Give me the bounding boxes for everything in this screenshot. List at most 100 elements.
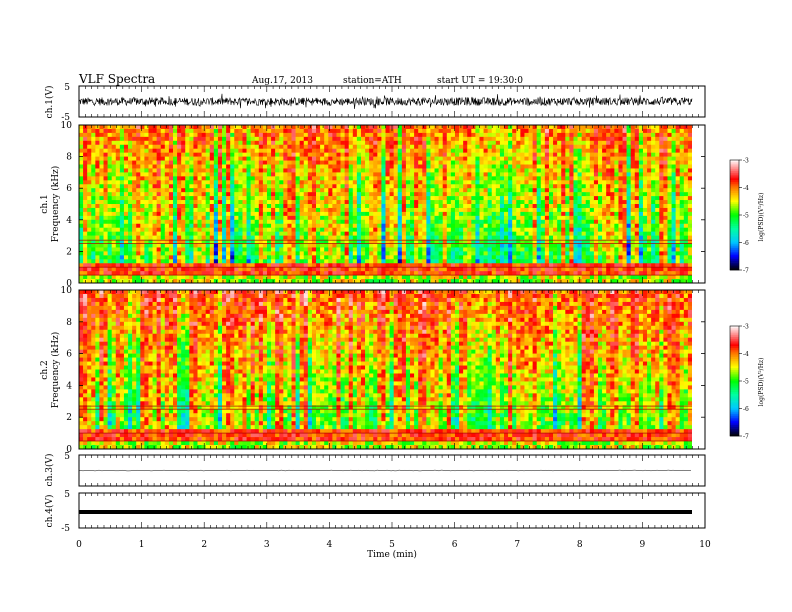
spectrogram-cell <box>548 188 554 193</box>
spectrogram-cell <box>348 160 354 165</box>
spectrogram-cell <box>426 223 431 228</box>
spectrogram-cell <box>234 263 239 268</box>
spectrogram-cell <box>577 219 582 225</box>
spectrogram-cell <box>217 227 223 232</box>
spectrogram-cell <box>189 235 194 240</box>
spectrogram-cell <box>201 132 206 138</box>
spectrogram-cell <box>213 192 219 197</box>
spectrogram-cell <box>504 164 509 169</box>
spectrogram-cell <box>360 231 366 236</box>
spectrogram-cell <box>548 156 554 161</box>
spectrogram-cell <box>258 152 264 157</box>
spectrogram-cell <box>87 259 92 264</box>
spectrogram-cell <box>185 140 190 146</box>
spectrogram-cell <box>414 180 419 185</box>
spectrogram-cell <box>201 239 206 244</box>
spectrogram-cell <box>524 239 529 244</box>
spectrogram-cell <box>577 259 582 264</box>
spectrogram-cell <box>123 132 129 138</box>
spectrogram-cell <box>87 125 92 130</box>
spectrogram-cell <box>242 176 247 181</box>
spectrogram-cell <box>516 136 521 142</box>
spectrogram-cell <box>479 192 484 197</box>
spectrogram-cell <box>160 267 166 272</box>
spectrogram-cell <box>459 164 464 169</box>
spectrogram-cell <box>181 200 186 205</box>
spectrogram-cell <box>487 164 493 169</box>
spectrogram-cell <box>381 196 386 201</box>
spectrogram-cell <box>197 160 202 165</box>
spectrogram-cell <box>103 235 108 240</box>
spectrogram-cell <box>336 152 341 157</box>
spectrogram-cell <box>450 160 456 165</box>
spectrogram-cell <box>373 144 378 149</box>
spectrogram-cell <box>254 152 260 157</box>
spectrogram-cell <box>299 247 305 252</box>
spectrogram-cell <box>495 271 501 276</box>
spectrogram-cell <box>426 219 431 225</box>
spectrogram-cell <box>262 247 268 252</box>
spectrogram-cell <box>283 271 288 276</box>
spectrogram-cell <box>119 204 125 209</box>
spectrogram-cell <box>528 231 533 236</box>
spectrogram-cell <box>352 271 358 276</box>
spectrogram-cell <box>516 128 521 134</box>
spectrogram-cell <box>577 215 582 221</box>
spectrogram-cell <box>160 188 166 193</box>
spectrogram-cell <box>311 180 317 185</box>
spectrogram-cell <box>213 132 219 138</box>
spectrogram-cell <box>532 184 538 189</box>
spectrogram-cell <box>181 176 186 181</box>
spectrogram-cell <box>316 263 321 268</box>
spectrogram-cell <box>524 176 529 181</box>
spectrogram-cell <box>230 271 235 276</box>
spectrogram-cell <box>385 219 390 225</box>
spectrogram-cell <box>320 160 325 165</box>
spectrogram-cell <box>111 219 117 225</box>
spectrogram-cell <box>164 136 170 142</box>
spectrogram-cell <box>422 128 427 134</box>
spectrogram-cell <box>193 128 198 134</box>
spectrogram-cell <box>548 132 554 138</box>
spectrogram-cell <box>209 279 215 284</box>
spectrogram-cell <box>172 176 178 181</box>
spectrogram-cell <box>483 140 488 146</box>
spectrogram-cell <box>520 160 525 165</box>
spectrogram-cell <box>123 136 129 142</box>
spectrogram-cell <box>242 156 247 161</box>
spectrogram-cell <box>262 267 268 272</box>
spectrogram-cell <box>438 140 444 146</box>
spectrogram-cell <box>487 168 493 173</box>
spectrogram-cell <box>152 215 157 221</box>
spectrogram-cell <box>585 204 591 209</box>
spectrogram-cell <box>557 144 562 149</box>
spectrogram-cell <box>414 176 419 181</box>
spectrogram-cell <box>234 125 239 130</box>
spectrogram-cell <box>495 247 501 252</box>
spectrogram-cell <box>495 207 501 213</box>
spectrogram-cell <box>336 219 341 225</box>
spectrogram-cell <box>360 204 366 209</box>
spectrogram-cell <box>585 136 591 142</box>
spectrogram-cell <box>95 255 100 260</box>
spectrogram-cell <box>144 125 149 130</box>
spectrogram-cell <box>336 243 341 248</box>
spectrogram-cell <box>107 271 112 276</box>
spectrogram-cell <box>234 204 239 209</box>
spectrogram-cell <box>279 164 284 169</box>
spectrogram-cell <box>536 188 542 193</box>
spectrogram-cell <box>483 204 488 209</box>
spectrogram-cell <box>119 156 125 161</box>
spectrogram-cell <box>201 255 206 260</box>
spectrogram-cell <box>442 259 448 264</box>
spectrogram-cell <box>569 263 574 268</box>
spectrogram-cell <box>512 243 517 248</box>
spectrogram-cell <box>422 235 427 240</box>
spectrogram-cell <box>91 152 96 157</box>
spectrogram-cell <box>307 255 313 260</box>
spectrogram-cell <box>495 125 501 130</box>
spectrogram-cell <box>119 132 125 138</box>
spectrogram-cell <box>238 125 243 130</box>
spectrogram-cell <box>266 227 272 232</box>
spectrogram-cell <box>548 231 554 236</box>
